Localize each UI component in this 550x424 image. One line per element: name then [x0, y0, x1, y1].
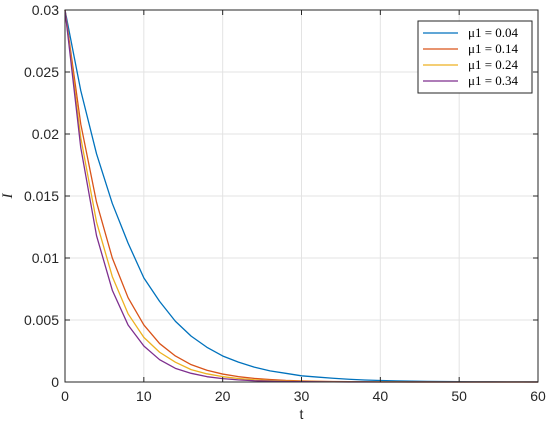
x-tick-label: 20 — [215, 388, 231, 404]
y-tick-label: 0.03 — [32, 2, 59, 18]
y-tick-label: 0 — [51, 374, 59, 390]
legend-label-4: μ1 = 0.34 — [468, 73, 519, 88]
x-axis-label: t — [300, 406, 304, 422]
x-tick-label: 60 — [530, 388, 546, 404]
y-tick-label: 0.015 — [24, 188, 59, 204]
x-tick-label: 10 — [136, 388, 152, 404]
legend-label-1: μ1 = 0.04 — [468, 25, 519, 40]
x-tick-label: 40 — [373, 388, 389, 404]
y-tick-label: 0.005 — [24, 312, 59, 328]
legend-label-2: μ1 = 0.14 — [468, 41, 519, 56]
legend-label-3: μ1 = 0.24 — [468, 57, 519, 72]
y-tick-label: 0.02 — [32, 126, 59, 142]
x-tick-label: 0 — [61, 388, 69, 404]
y-axis-label: I — [0, 193, 16, 200]
y-tick-label: 0.01 — [32, 250, 59, 266]
ticks: 0 10 20 30 40 50 60 0 0.005 0.01 0.015 0.02 0.025 0.0… — [24, 2, 546, 404]
x-tick-label: 30 — [294, 388, 310, 404]
y-tick-label: 0.025 — [24, 64, 59, 80]
x-tick-label: 50 — [451, 388, 467, 404]
